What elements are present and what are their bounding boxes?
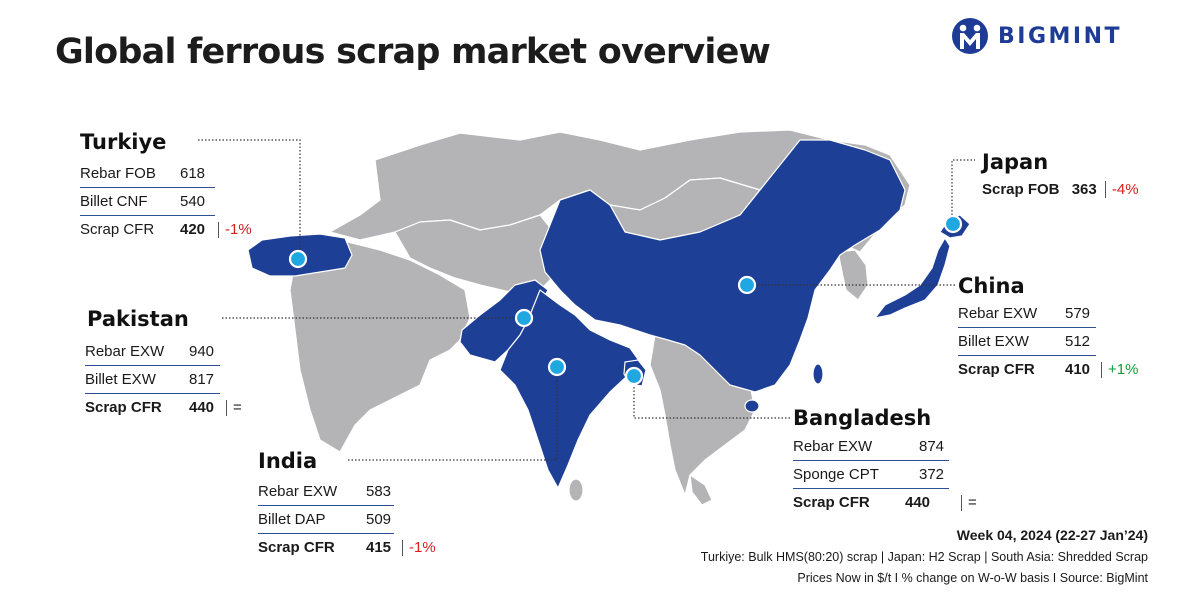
price-value: 579 <box>1065 305 1091 322</box>
price-value: 440 <box>905 494 931 511</box>
bangladesh-name: Bangladesh <box>793 406 932 430</box>
price-label: Scrap CFR <box>85 399 162 416</box>
price-label: Scrap FOB <box>982 181 1060 198</box>
price-value: 874 <box>919 438 945 455</box>
price-change: +1% <box>1101 362 1138 378</box>
price-value: 420 <box>180 221 206 238</box>
pakistan-price-table: Rebar EXW 940 Billet EXW 817 Scrap CFR 4… <box>85 338 242 421</box>
price-row-scrap: Scrap CFR 415 -1% <box>258 534 436 561</box>
week-label: Week 04, 2024 (22-27 Jan’24) <box>956 527 1148 543</box>
bangladesh-leader <box>633 377 790 419</box>
pakistan-marker <box>514 308 534 328</box>
price-row-scrap: Scrap CFR 440 = <box>793 489 977 516</box>
footer-note-source: Prices Now in $/t I % change on W-o-W ba… <box>797 571 1148 585</box>
price-row: Billet EXW 512 <box>958 328 1096 356</box>
price-label: Billet EXW <box>85 371 156 388</box>
bigmint-logo-icon <box>952 18 988 54</box>
price-label: Rebar FOB <box>80 165 156 182</box>
price-row: Rebar EXW 940 <box>85 338 220 366</box>
price-row: Billet DAP 509 <box>258 506 394 534</box>
bigmint-logo: BIGMINT <box>950 16 1160 60</box>
price-value: 583 <box>366 483 392 500</box>
price-row-scrap: Scrap CFR 410 +1% <box>958 356 1138 383</box>
india-shape <box>499 289 641 489</box>
price-value: 372 <box>919 466 945 483</box>
footer-note-scrap-types: Turkiye: Bulk HMS(80:20) scrap | Japan: … <box>700 550 1148 564</box>
price-value: 817 <box>189 371 215 388</box>
bangladesh-marker <box>624 366 644 386</box>
malay-peninsula <box>689 474 713 506</box>
price-row-scrap: Scrap CFR 440 = <box>85 394 242 421</box>
japan-marker <box>943 214 963 234</box>
price-row: Rebar EXW 583 <box>258 478 394 506</box>
price-label: Rebar EXW <box>258 483 338 500</box>
price-value: 940 <box>189 343 215 360</box>
page-title: Global ferrous scrap market overview <box>55 32 771 72</box>
price-row: Rebar FOB 618 <box>80 160 215 188</box>
price-label: Rebar EXW <box>793 438 873 455</box>
price-row: Billet EXW 817 <box>85 366 220 394</box>
japan-shape <box>874 237 951 319</box>
price-label: Scrap CFR <box>258 539 335 556</box>
sri-lanka <box>568 478 584 502</box>
price-change: = <box>226 400 242 416</box>
price-change: -1% <box>402 540 436 556</box>
price-label: Sponge CPT <box>793 466 879 483</box>
india-leader <box>348 368 558 461</box>
india-price-table: Rebar EXW 583 Billet DAP 509 Scrap CFR 4… <box>258 478 436 561</box>
markers <box>288 214 963 386</box>
price-row-scrap: Scrap CFR 420 -1% <box>80 216 252 243</box>
china-price-table: Rebar EXW 579 Billet EXW 512 Scrap CFR 4… <box>958 300 1138 383</box>
japan-name: Japan <box>982 150 1049 174</box>
price-change: = <box>961 495 977 511</box>
price-value: 410 <box>1065 361 1091 378</box>
price-label: Billet EXW <box>958 333 1029 350</box>
turkiye-leader <box>198 139 301 259</box>
korea <box>837 249 869 301</box>
price-value: 440 <box>189 399 215 416</box>
bangladesh-price-table: Rebar EXW 874 Sponge CPT 372 Scrap CFR 4… <box>793 433 977 516</box>
china-name: China <box>958 274 1025 298</box>
price-value: 415 <box>366 539 392 556</box>
price-value: 540 <box>180 193 206 210</box>
price-value: 512 <box>1065 333 1091 350</box>
pakistan-name: Pakistan <box>87 307 189 331</box>
price-value: 509 <box>366 511 392 528</box>
price-row: Rebar EXW 874 <box>793 433 949 461</box>
price-value: 618 <box>180 165 206 182</box>
price-label: Billet CNF <box>80 193 148 210</box>
price-label: Rebar EXW <box>958 305 1038 322</box>
price-row: Sponge CPT 372 <box>793 461 949 489</box>
price-change: -4% <box>1104 181 1139 198</box>
leader-lines <box>198 139 975 461</box>
china-marker <box>737 275 757 295</box>
hainan-shape <box>744 399 760 413</box>
middle-east <box>289 239 471 453</box>
price-row: Billet CNF 540 <box>80 188 215 216</box>
turkiye-marker <box>288 249 308 269</box>
price-change: -1% <box>218 222 252 238</box>
turkiye-price-table: Rebar FOB 618 Billet CNF 540 Scrap CFR 4… <box>80 160 252 243</box>
turkiye-name: Turkiye <box>80 130 167 154</box>
japan-leader <box>951 159 975 222</box>
price-label: Billet DAP <box>258 511 326 528</box>
price-value: 363 <box>1071 181 1097 198</box>
logo-wordmark: BIGMINT <box>998 24 1123 49</box>
price-label: Scrap CFR <box>958 361 1035 378</box>
china-shape <box>539 139 906 393</box>
japan-price-row: Scrap FOB 363 -4% <box>982 180 1139 200</box>
india-marker <box>547 357 567 377</box>
price-label: Scrap CFR <box>80 221 155 238</box>
price-label: Rebar EXW <box>85 343 165 360</box>
price-label: Scrap CFR <box>793 494 870 511</box>
taiwan-shape <box>812 363 824 385</box>
india-name: India <box>258 449 318 473</box>
price-row: Rebar EXW 579 <box>958 300 1096 328</box>
